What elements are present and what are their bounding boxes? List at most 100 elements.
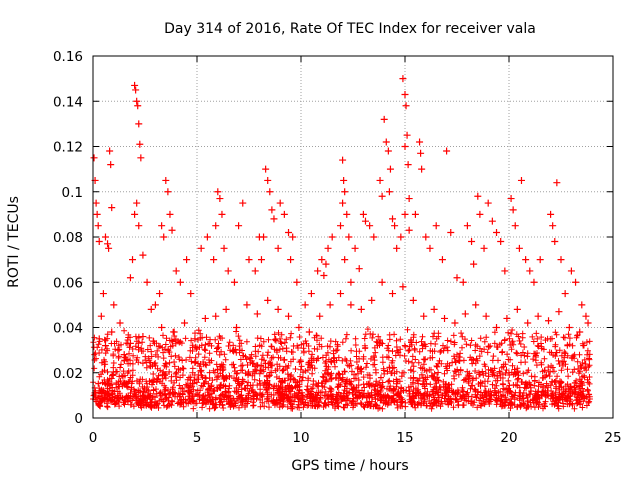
- data-point: [378, 278, 386, 286]
- data-point: [557, 256, 565, 264]
- data-point: [257, 256, 265, 264]
- data-point: [399, 75, 407, 83]
- data-point: [337, 290, 345, 298]
- data-point: [235, 222, 243, 230]
- data-point: [378, 192, 386, 200]
- data-point: [578, 301, 586, 309]
- data-point: [402, 102, 410, 110]
- data-point: [441, 314, 449, 322]
- data-point: [305, 328, 313, 336]
- data-point: [376, 176, 384, 184]
- data-point: [110, 301, 118, 309]
- data-point: [149, 337, 157, 345]
- data-point: [391, 222, 399, 230]
- data-point: [484, 199, 492, 207]
- data-point: [488, 217, 496, 225]
- data-point: [480, 244, 488, 252]
- data-point: [403, 131, 411, 139]
- data-point: [370, 233, 378, 241]
- data-point: [339, 156, 347, 164]
- data-point: [432, 222, 440, 230]
- data-point: [320, 271, 328, 279]
- data-point: [301, 301, 309, 309]
- data-point: [191, 335, 199, 343]
- data-point: [497, 238, 505, 246]
- data-point: [197, 244, 205, 252]
- data-point: [545, 317, 553, 325]
- y-tick-label: 0: [74, 411, 83, 427]
- data-point: [561, 290, 569, 298]
- data-point: [170, 328, 178, 336]
- data-point: [90, 154, 98, 162]
- y-tick-label: 0.12: [53, 140, 83, 156]
- data-point: [326, 301, 334, 309]
- data-point: [324, 244, 332, 252]
- data-point: [476, 210, 484, 218]
- data-point: [264, 296, 272, 304]
- data-point: [139, 251, 147, 259]
- data-point: [453, 274, 461, 282]
- data-point: [176, 278, 184, 286]
- data-point: [474, 192, 482, 200]
- data-point: [389, 290, 397, 298]
- data-point: [203, 233, 211, 241]
- data-point: [101, 233, 109, 241]
- data-point: [158, 222, 166, 230]
- data-point: [104, 240, 112, 248]
- data-point: [551, 238, 559, 246]
- data-point: [517, 176, 525, 184]
- dense-data-band: [90, 326, 593, 412]
- y-tick-label: 0.16: [53, 49, 83, 65]
- data-point: [114, 346, 122, 354]
- data-point: [137, 154, 145, 162]
- data-point: [94, 222, 102, 230]
- x-tick-label: 20: [500, 430, 517, 446]
- data-point: [405, 226, 413, 234]
- data-point: [393, 244, 401, 252]
- x-tick-label: 0: [89, 430, 98, 446]
- data-point: [418, 165, 426, 173]
- data-point: [576, 328, 584, 336]
- data-point: [224, 267, 232, 275]
- x-tick-label: 5: [193, 430, 202, 446]
- data-point: [164, 188, 172, 196]
- data-point: [366, 222, 374, 230]
- data-point: [380, 115, 388, 123]
- x-tick-label: 15: [396, 430, 413, 446]
- data-point: [93, 210, 101, 218]
- data-point: [172, 267, 180, 275]
- chart-title: Day 314 of 2016, Rate Of TEC Index for r…: [164, 21, 536, 37]
- data-point: [285, 228, 293, 236]
- data-point: [230, 278, 238, 286]
- data-point: [135, 222, 143, 230]
- data-point: [120, 351, 128, 359]
- data-point: [547, 210, 555, 218]
- data-point: [316, 312, 324, 320]
- data-point: [307, 290, 315, 298]
- data-point: [463, 222, 471, 230]
- data-point: [126, 339, 134, 347]
- x-tick-label: 10: [292, 430, 309, 446]
- data-point: [187, 290, 195, 298]
- data-point: [166, 210, 174, 218]
- data-point: [401, 143, 409, 150]
- data-point: [151, 301, 159, 309]
- data-point: [276, 199, 284, 207]
- data-point: [493, 228, 501, 236]
- dense-points-band: [90, 326, 593, 412]
- data-point: [417, 149, 425, 157]
- data-point: [168, 226, 176, 234]
- data-point: [116, 319, 124, 327]
- data-point: [345, 233, 353, 241]
- data-point: [386, 165, 394, 173]
- data-point: [524, 319, 532, 327]
- data-point: [430, 305, 438, 313]
- data-point: [341, 188, 349, 196]
- data-point: [401, 90, 409, 98]
- axis-ticks: 0 5 10 15 20 25 0 0.02 0.04 0.06 0.08 0.1 0.12 0.14 0.…: [53, 49, 622, 446]
- y-tick-label: 0.14: [53, 94, 83, 110]
- data-point: [243, 301, 251, 309]
- data-point: [337, 222, 345, 230]
- data-point: [251, 267, 259, 275]
